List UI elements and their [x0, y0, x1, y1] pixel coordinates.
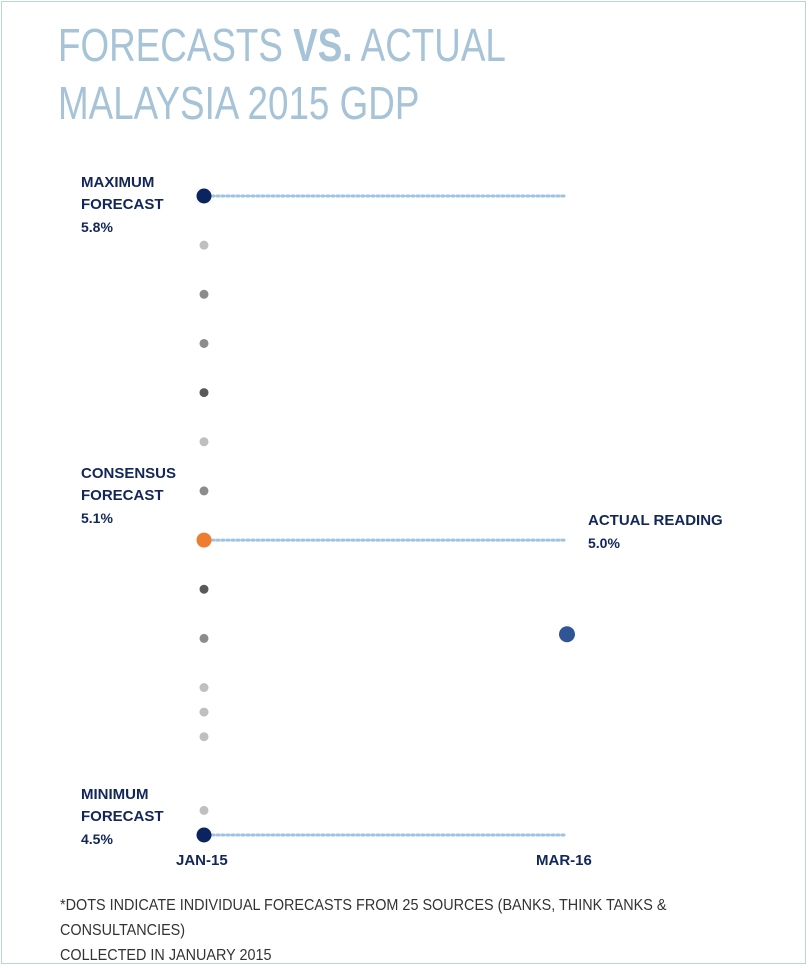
consensus-forecast-label: CONSENSUS FORECAST 5.1% — [81, 463, 176, 529]
footnote-line-1: *DOTS INDICATE INDIVIDUAL FORECASTS FROM… — [60, 897, 667, 939]
actual-reading-value: 5.0% — [588, 535, 620, 551]
maximum-forecast-value: 5.8% — [81, 219, 113, 235]
forecast-dot — [199, 388, 209, 398]
minimum-forecast-value: 4.5% — [81, 831, 113, 847]
chart-title: FORECASTS VS. ACTUAL MALAYSIA 2015 GDP — [58, 16, 506, 132]
minimum-forecast-dot — [196, 827, 212, 843]
forecast-dot — [199, 289, 209, 299]
title-line-2: MALAYSIA 2015 GDP — [58, 77, 420, 129]
forecast-dot — [199, 437, 209, 447]
forecast-dot — [199, 707, 209, 717]
forecast-dot — [199, 732, 209, 742]
title-vs: VS. — [293, 19, 353, 71]
maximum-forecast-label: MAXIMUM FORECAST 5.8% — [81, 172, 164, 238]
title-line-1: FORECASTS VS. ACTUAL — [58, 19, 506, 71]
forecast-dot — [199, 486, 209, 496]
x-tick-label-mar-16: MAR-16 — [536, 852, 592, 869]
forecast-dot — [199, 338, 209, 348]
forecast-dot — [199, 240, 209, 250]
actual-reading-label: ACTUAL READING 5.0% — [588, 510, 723, 554]
consensus-forecast-value: 5.1% — [81, 510, 113, 526]
actual-reading-dot — [559, 626, 575, 643]
x-tick-label-jan-15: JAN-15 — [176, 852, 228, 869]
forecast-dot — [199, 683, 209, 693]
consensus-forecast-dot — [196, 532, 212, 548]
footnote-line-2: COLLECTED IN JANUARY 2015 — [60, 947, 272, 964]
maximum-forecast-dot — [196, 188, 212, 204]
forecast-dot — [199, 584, 209, 594]
forecast-dot — [199, 633, 209, 643]
footnote: *DOTS INDICATE INDIVIDUAL FORECASTS FROM… — [60, 893, 726, 968]
minimum-forecast-label: MINIMUM FORECAST 4.5% — [81, 784, 164, 850]
forecast-dot — [199, 805, 209, 815]
